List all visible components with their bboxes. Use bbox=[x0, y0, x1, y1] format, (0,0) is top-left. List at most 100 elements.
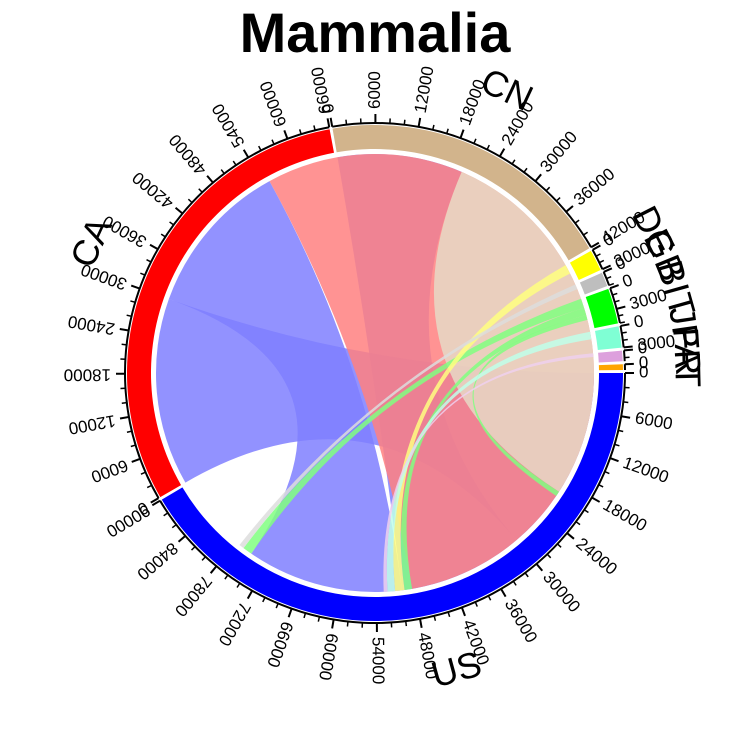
axis-line bbox=[159, 372, 626, 624]
tick-mark bbox=[206, 175, 214, 184]
tick-mark bbox=[187, 198, 193, 204]
tick-label: 48000 bbox=[165, 130, 210, 178]
tick-mark bbox=[604, 470, 610, 475]
tick-mark bbox=[174, 206, 184, 215]
tick-mark bbox=[618, 314, 624, 317]
tick-mark bbox=[512, 580, 517, 586]
sector-ca bbox=[126, 129, 334, 498]
tick-mark bbox=[130, 444, 136, 448]
tick-mark bbox=[275, 603, 279, 609]
tick-mark bbox=[345, 119, 348, 125]
tick-mark bbox=[119, 327, 129, 332]
tick-mark bbox=[500, 588, 507, 598]
tick-mark bbox=[262, 597, 266, 603]
tick-mark bbox=[232, 160, 237, 166]
tick-mark bbox=[432, 124, 435, 130]
tick-mark bbox=[126, 314, 132, 318]
tick-mark bbox=[119, 415, 130, 420]
tick-label: 72000 bbox=[215, 599, 255, 650]
tick-mark bbox=[524, 572, 529, 578]
tick-mark bbox=[545, 186, 551, 192]
tick-label: 12000 bbox=[620, 453, 671, 487]
tick-mark bbox=[621, 415, 631, 419]
chord-link bbox=[393, 265, 571, 592]
tick-mark bbox=[574, 219, 580, 224]
chart-title: Mammalia bbox=[240, 1, 512, 64]
tick-mark bbox=[419, 618, 423, 628]
tick-label: 0 bbox=[638, 353, 648, 372]
tick-mark bbox=[287, 608, 293, 618]
sector-fr bbox=[598, 350, 623, 363]
tick-mark bbox=[146, 259, 152, 263]
tick-mark bbox=[473, 138, 477, 144]
chord-links bbox=[156, 154, 594, 592]
axis-line bbox=[332, 122, 592, 248]
axis-line bbox=[622, 350, 626, 362]
tick-mark bbox=[591, 496, 601, 503]
tick-mark bbox=[592, 244, 601, 251]
tick-mark bbox=[603, 267, 613, 273]
tick-mark bbox=[608, 282, 615, 287]
tick-mark bbox=[459, 129, 465, 139]
sector-gb bbox=[579, 272, 608, 295]
tick-mark bbox=[606, 276, 612, 280]
tick-mark bbox=[623, 348, 634, 352]
tick-mark bbox=[487, 595, 492, 601]
tick-mark bbox=[163, 512, 169, 517]
tick-mark bbox=[150, 497, 160, 504]
tick-mark bbox=[565, 205, 574, 213]
tick-mark bbox=[169, 221, 175, 226]
tick-mark bbox=[190, 546, 196, 551]
tick-mark bbox=[160, 233, 166, 238]
tick-label: 3000 bbox=[637, 332, 677, 355]
tick-label: 24000 bbox=[66, 312, 116, 339]
tick-label: 0 bbox=[637, 338, 648, 358]
tick-mark bbox=[612, 292, 618, 296]
chord-link bbox=[472, 315, 588, 496]
tick-mark bbox=[534, 173, 542, 182]
tick-mark bbox=[446, 128, 449, 134]
sector-label-fr: FR bbox=[665, 326, 709, 377]
tick-label: 12000 bbox=[67, 411, 117, 438]
tick-label: 30000 bbox=[539, 568, 584, 616]
tick-mark bbox=[298, 129, 302, 135]
axis-line bbox=[124, 126, 330, 499]
tick-mark bbox=[535, 563, 544, 572]
tick-mark bbox=[177, 535, 187, 543]
tick-mark bbox=[198, 188, 203, 193]
sector-cn bbox=[332, 125, 590, 261]
tick-mark bbox=[151, 499, 161, 507]
tick-mark bbox=[346, 621, 349, 627]
tick-label: 24000 bbox=[572, 534, 620, 579]
tick-mark bbox=[404, 621, 408, 627]
tick-label: 36000 bbox=[501, 596, 541, 646]
tick-label: 6000 bbox=[365, 71, 384, 109]
tick-mark bbox=[331, 619, 335, 629]
sector-de bbox=[569, 250, 601, 281]
tick-label: 12000 bbox=[411, 65, 438, 115]
tick-mark bbox=[599, 259, 605, 264]
tick-label: 60000 bbox=[315, 632, 342, 682]
tick-mark bbox=[303, 612, 307, 619]
tick-mark bbox=[498, 148, 506, 157]
tick-mark bbox=[566, 532, 575, 540]
tick-mark bbox=[595, 253, 601, 257]
tick-mark bbox=[546, 553, 552, 559]
tick-mark bbox=[609, 457, 619, 463]
tick-mark bbox=[474, 601, 478, 607]
tick-mark bbox=[622, 338, 628, 341]
tick-mark bbox=[555, 197, 561, 202]
tick-mark bbox=[460, 607, 466, 617]
tick-mark bbox=[313, 125, 316, 131]
tick-mark bbox=[575, 521, 581, 526]
tick-mark bbox=[447, 611, 451, 618]
tick-mark bbox=[621, 331, 627, 334]
tick-label: 42000 bbox=[129, 168, 178, 213]
sector-label-jp: JP bbox=[661, 304, 708, 352]
tick-mark bbox=[317, 616, 321, 622]
tick-mark bbox=[258, 145, 262, 151]
tick-mark bbox=[620, 323, 630, 327]
tick-mark bbox=[623, 345, 633, 349]
